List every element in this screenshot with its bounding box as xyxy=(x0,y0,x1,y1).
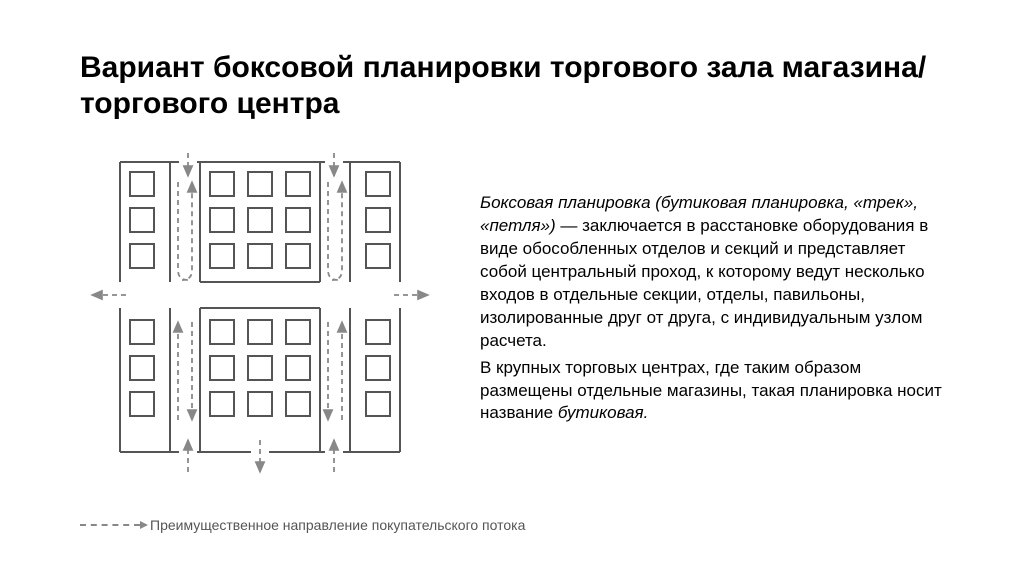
desc-body2: В крупных торговых центрах, где таким об… xyxy=(480,358,942,423)
floorplan-svg xyxy=(80,152,440,492)
desc-body1: — заключается в расстановке оборудования… xyxy=(480,216,928,350)
legend-label: Преимущественное направление покупательс… xyxy=(150,517,525,533)
description-text: Боксовая планировка (бутиковая планировк… xyxy=(480,152,954,425)
content-row: Боксовая планировка (бутиковая планировк… xyxy=(80,152,954,497)
floorplan-diagram xyxy=(80,152,440,497)
legend: Преимущественное направление покупательс… xyxy=(80,517,954,533)
legend-arrow-icon xyxy=(80,524,140,526)
slide: Вариант боксовой планировки торгового за… xyxy=(0,0,1024,576)
page-title: Вариант боксовой планировки торгового за… xyxy=(80,50,954,122)
desc-body2-em: бутиковая. xyxy=(558,403,649,422)
